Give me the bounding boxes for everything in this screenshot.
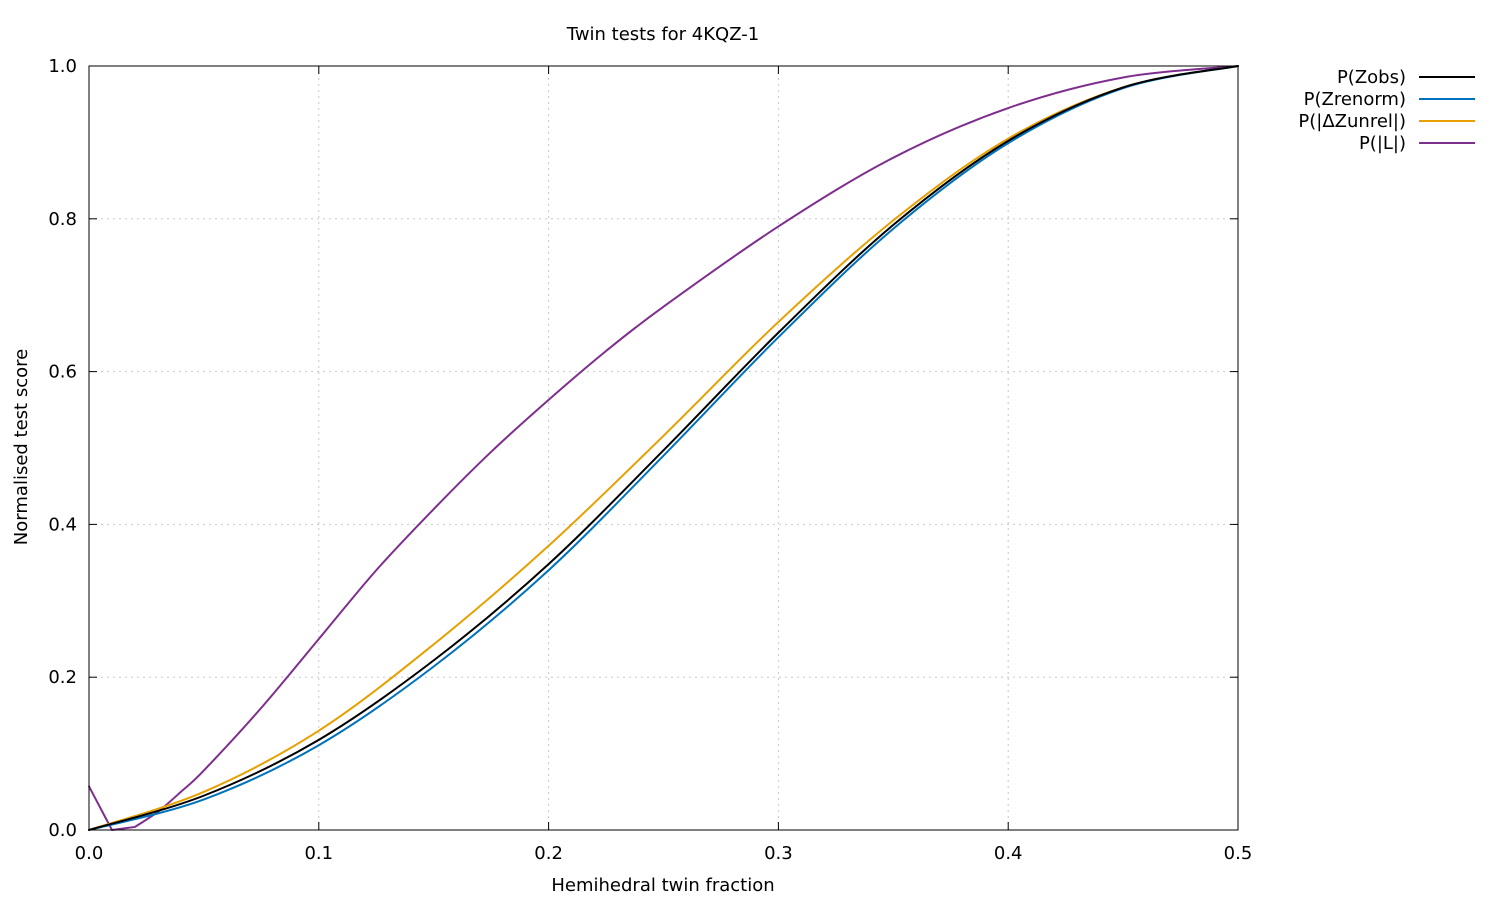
y-tick-label: 0.6 xyxy=(48,362,77,383)
series-line-1 xyxy=(88,65,1239,831)
y-tick-label: 0.8 xyxy=(48,209,77,230)
y-tick-label: 0.2 xyxy=(48,667,77,688)
x-tick-label: 0.3 xyxy=(764,843,793,864)
legend-label: P(|L|) xyxy=(1359,133,1406,154)
y-axis-label: Normalised test score xyxy=(11,349,32,545)
legend-label: P(|ΔZunrel|) xyxy=(1298,111,1406,132)
x-tick-label: 0.1 xyxy=(304,843,333,864)
y-tick-label: 0.0 xyxy=(48,820,77,841)
tick-layer: 0.0 0.1 0.2 0.3 0.4 0.5 0.0 0.2 0.4 0.6 0.8 1.0 xyxy=(48,56,1252,864)
legend-label: P(Zobs) xyxy=(1337,67,1406,88)
x-axis-label: Hemihedral twin fraction xyxy=(551,875,774,896)
x-tick-label: 0.0 xyxy=(75,843,104,864)
plot-frame xyxy=(88,65,1239,831)
series-line-0 xyxy=(88,65,1239,831)
grid-layer xyxy=(89,66,1238,830)
series-line-3 xyxy=(88,65,1239,831)
series-line-2 xyxy=(88,65,1239,831)
chart-title: Twin tests for 4KQZ-1 xyxy=(566,24,759,45)
legend-label: P(Zrenorm) xyxy=(1304,89,1406,110)
series-layer xyxy=(88,65,1239,831)
y-tick-label: 1.0 xyxy=(48,56,77,77)
x-tick-label: 0.2 xyxy=(534,843,563,864)
x-tick-label: 0.5 xyxy=(1224,843,1253,864)
legend: P(Zobs)P(Zrenorm)P(|ΔZunrel|)P(|L|) xyxy=(1298,67,1475,154)
y-tick-label: 0.4 xyxy=(48,514,77,535)
x-tick-label: 0.4 xyxy=(994,843,1023,864)
